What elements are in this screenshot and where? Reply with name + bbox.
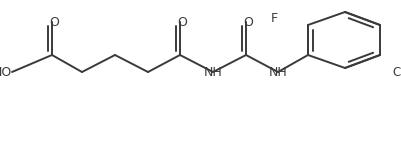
Text: CH₃: CH₃	[392, 66, 401, 78]
Text: O: O	[49, 15, 59, 29]
Text: NH: NH	[269, 66, 288, 78]
Text: NH: NH	[204, 66, 223, 78]
Text: HO: HO	[0, 66, 12, 78]
Text: O: O	[243, 15, 253, 29]
Text: O: O	[177, 15, 187, 29]
Text: F: F	[271, 11, 278, 25]
